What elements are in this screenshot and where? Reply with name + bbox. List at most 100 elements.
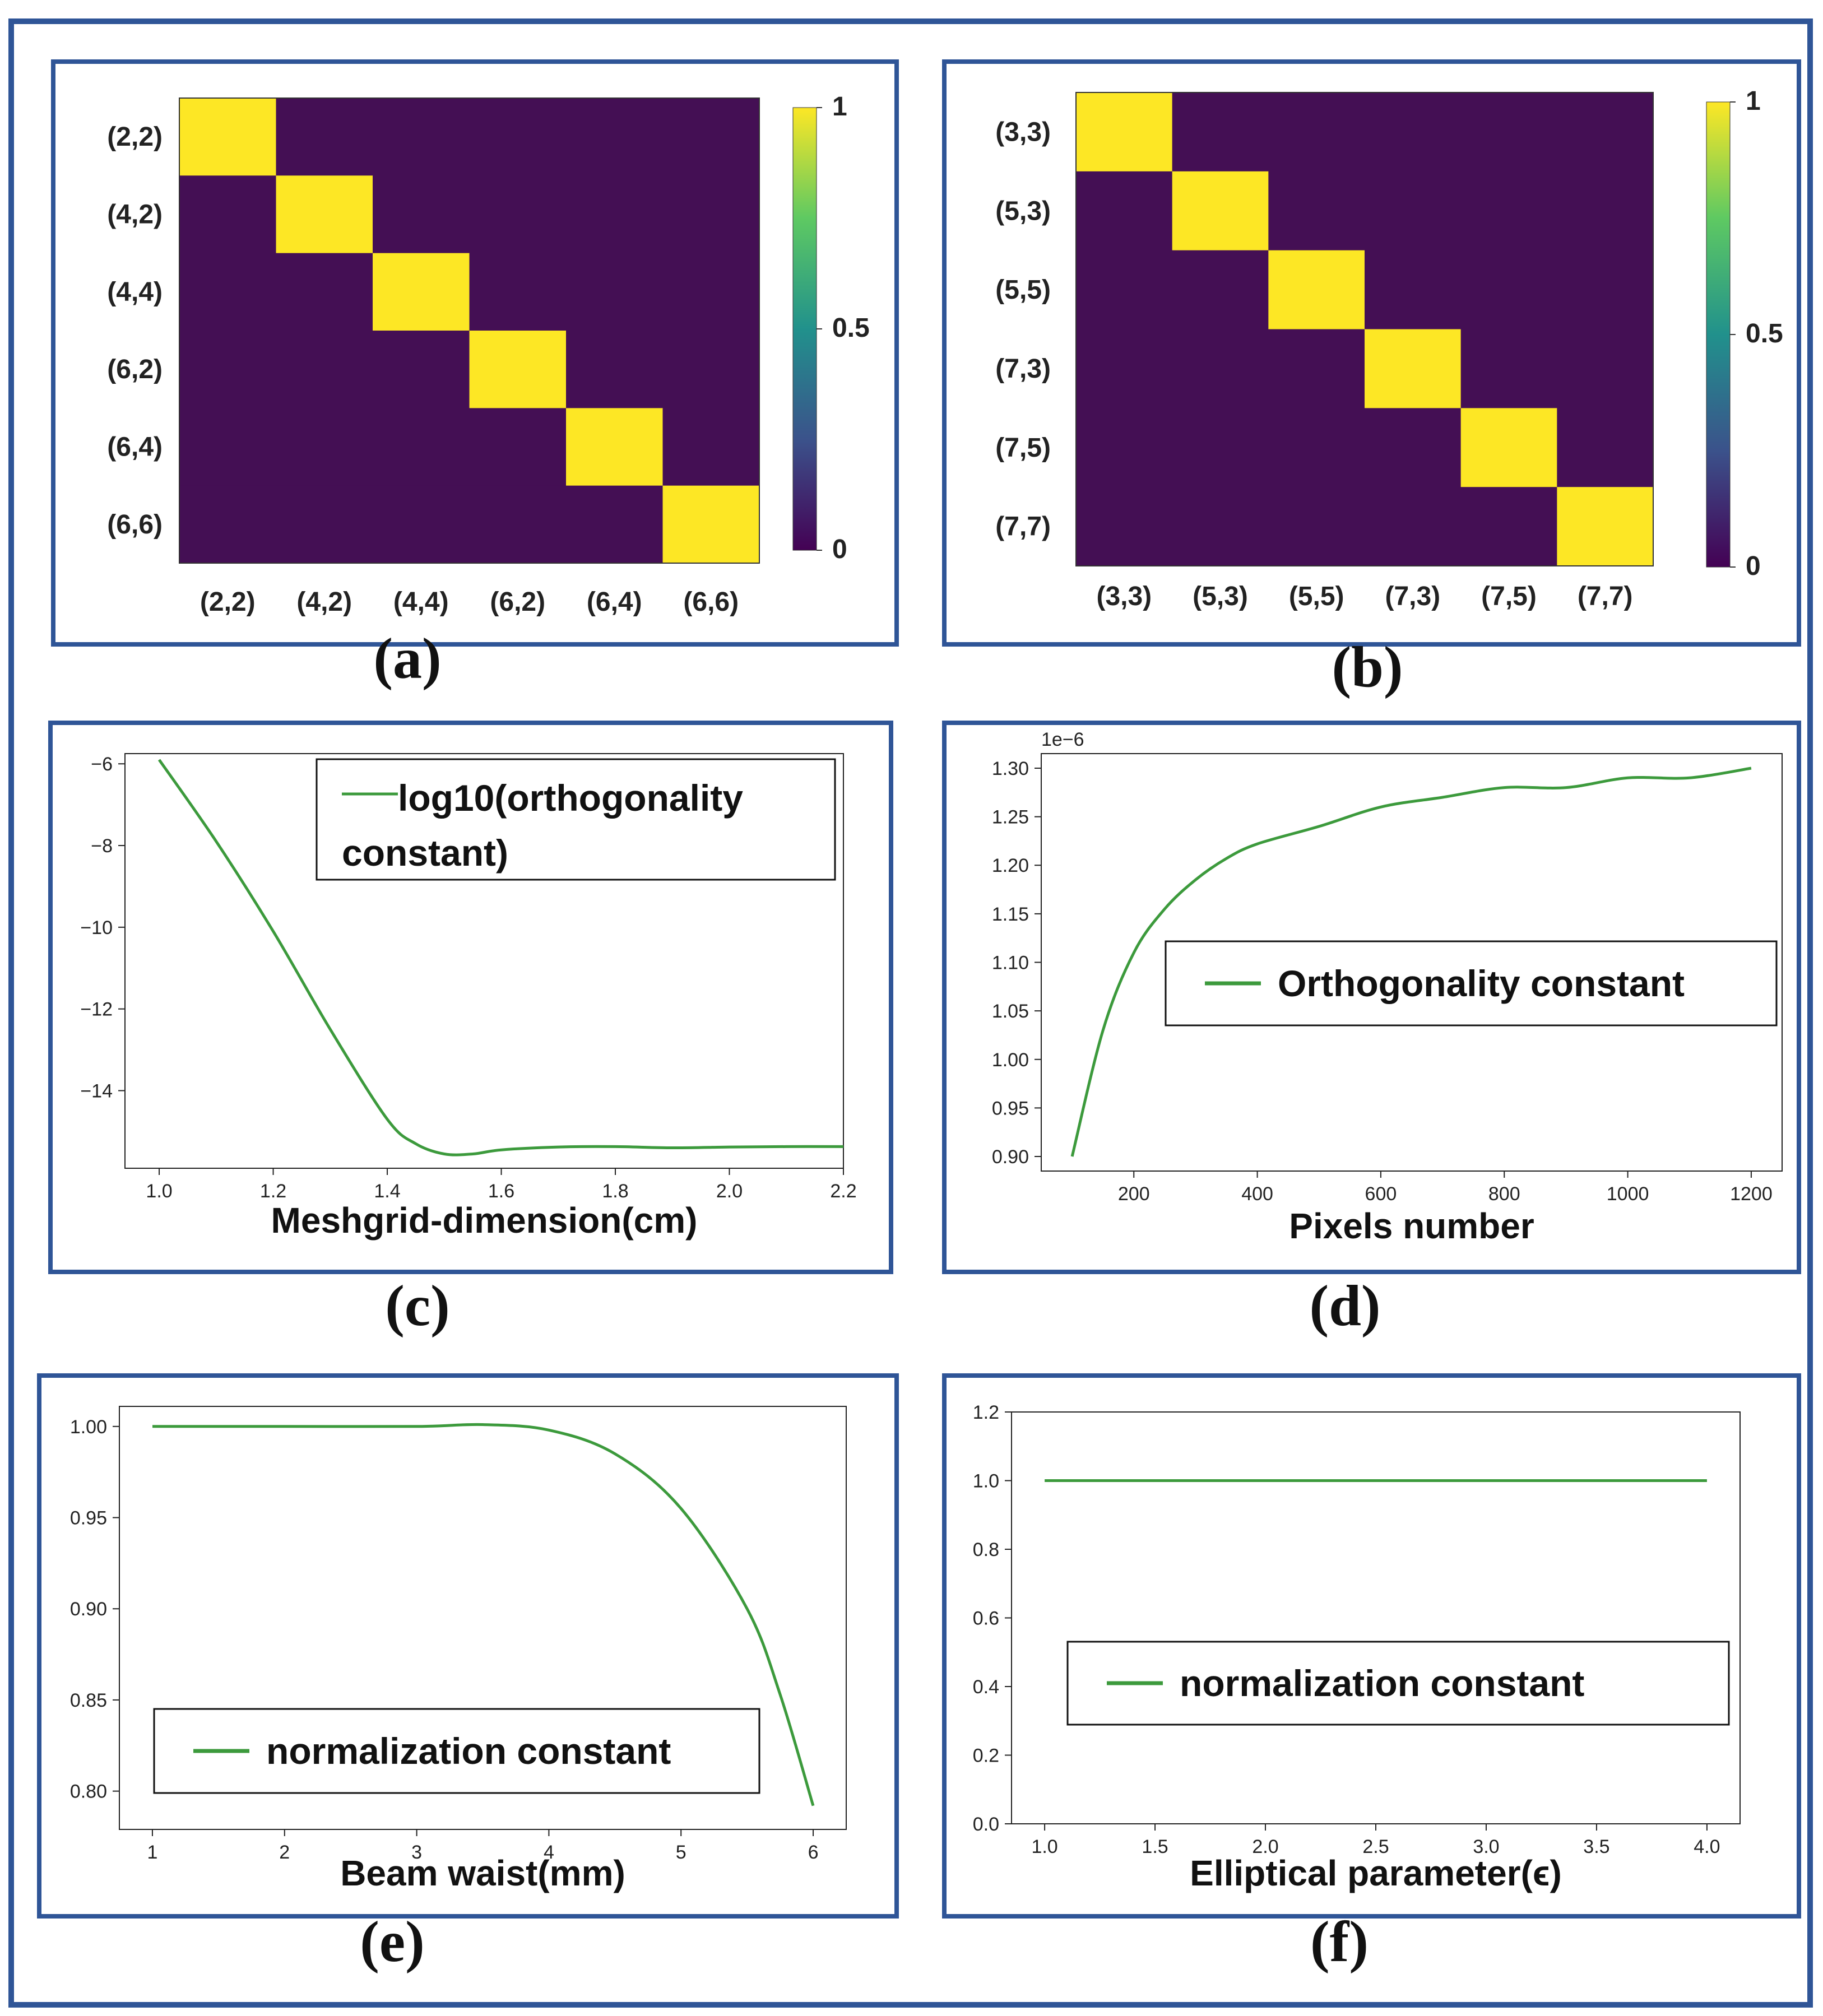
y-tick-label: 0.85 (70, 1690, 107, 1711)
legend-label: normalization constant (266, 1730, 671, 1772)
x-tick-label: 1.6 (488, 1181, 514, 1202)
heatmap-cell (1172, 171, 1269, 251)
heatmap-cell (373, 331, 470, 408)
colorbar-tick-label: 0.5 (832, 313, 870, 343)
panel-b: (b) (3,3) (5,3) (5,5) (7,3) (7,5) (7,7) (3,3) (5… (942, 59, 1801, 699)
x-axis-label: Elliptical parameter(ϵ) (1190, 1853, 1562, 1893)
heatmap-cell (276, 175, 373, 254)
heatmap-cell (1268, 92, 1365, 172)
heatmap-cell (1268, 408, 1365, 487)
col-tick-label: (4,2) (296, 587, 352, 617)
heatmap-cell (1460, 487, 1557, 566)
x-tick-label: 2.0 (716, 1181, 743, 1202)
panel-b-label: (b) (1332, 635, 1403, 699)
panel-e: (e) 1 2 3 4 5 6 0.80 0.85 0.90 0.95 1.00 Beam waist(… (37, 1373, 899, 1974)
x-tick-label: 1200 (1730, 1183, 1773, 1205)
plot-area (1011, 1411, 1741, 1824)
y-tick-label: 0.6 (973, 1608, 999, 1629)
x-tick-label: 4.0 (1694, 1836, 1720, 1857)
x-tick-label: 4 (544, 1842, 554, 1863)
row-tick-label: (7,3) (995, 354, 1051, 384)
y-tick-label: 1.10 (992, 953, 1029, 974)
x-axis-label: Meshgrid-dimension(cm) (271, 1200, 698, 1241)
series-line (1070, 767, 1752, 1157)
y-tick-label: 0.0 (973, 1814, 999, 1835)
x-tick-label: 1.2 (260, 1181, 286, 1202)
x-tick-label: 5 (676, 1842, 686, 1863)
heatmap-cell (1076, 250, 1173, 329)
heatmap-cell (566, 175, 663, 254)
y-tick-label: 0.90 (70, 1599, 107, 1620)
y-tick-label: 1.25 (992, 807, 1029, 828)
row-tick-label: (6,4) (107, 433, 163, 462)
row-tick-label: (4,4) (107, 277, 163, 307)
x-axis-label: Pixels number (1289, 1206, 1534, 1246)
panel-c: (c) 1.0 1.2 1.4 1.6 1.8 2.0 2.2 −6 −8 −10 −12 −14 Mes… (48, 721, 893, 1338)
y-tick-label: 1.2 (973, 1402, 999, 1423)
y-tick-label: 0.4 (973, 1676, 999, 1698)
col-tick-label: (6,4) (587, 587, 642, 617)
heatmap-cell (469, 253, 567, 331)
y-tick-label: 1.0 (973, 1471, 999, 1492)
row-tick-label: (6,6) (107, 510, 163, 540)
heatmap-cell (1172, 250, 1269, 329)
x-tick-label: 200 (1118, 1183, 1150, 1205)
x-tick-label: 1.5 (1142, 1836, 1168, 1857)
heatmap-cell (1365, 92, 1462, 172)
heatmap-cell (179, 408, 276, 486)
heatmap-cell (276, 253, 373, 331)
heatmap-cell (276, 331, 373, 408)
heatmap-cell (566, 98, 663, 176)
x-tick-label: 2.5 (1362, 1836, 1389, 1857)
heatmap-cell (1557, 329, 1654, 408)
colorbar (792, 107, 817, 551)
x-tick-label: 1.4 (374, 1181, 400, 1202)
colorbar-tick-label: 1 (832, 92, 847, 122)
heatmap-cell (1172, 408, 1269, 487)
heatmap-cell (1460, 408, 1557, 487)
heatmap-cell (1557, 408, 1654, 487)
panel-a: (a) (2,2) (4,2) (4,4) (6,2) (6,4) (6,6) (2,2) (4… (51, 59, 899, 691)
row-tick-label: (4,2) (107, 200, 163, 230)
heatmap-cell (1268, 171, 1365, 251)
heatmap-cell (1557, 171, 1654, 251)
heatmap-cell (373, 175, 470, 254)
panel-e-label: (e) (360, 1910, 424, 1974)
panel-c-label: (c) (385, 1274, 449, 1338)
heatmap-cell (373, 98, 470, 176)
heatmap-cell (566, 408, 663, 486)
heatmap-border (179, 97, 760, 564)
legend-box (1066, 1641, 1730, 1726)
x-tick-label: 400 (1241, 1183, 1273, 1205)
x-tick-label: 3 (411, 1842, 422, 1863)
y-tick-label: 1.15 (992, 904, 1029, 925)
legend-label: Orthogonality constant (1278, 963, 1685, 1004)
heatmap-cell (373, 253, 470, 331)
legend-box (1165, 940, 1778, 1026)
heatmap-cell (1557, 250, 1654, 329)
colorbar-tick-label: 0.5 (1746, 319, 1783, 349)
row-tick-label: (7,7) (995, 512, 1051, 542)
y-tick-label: −6 (91, 754, 113, 775)
heatmap-cell (373, 408, 470, 486)
col-tick-label: (7,3) (1385, 582, 1440, 611)
heatmap-cell (1460, 250, 1557, 329)
heatmap-cell (566, 485, 663, 564)
col-tick-label: (2,2) (200, 587, 256, 617)
heatmap-cell (469, 485, 567, 564)
y-tick-label: 0.95 (992, 1098, 1029, 1119)
heatmap-cell (1460, 171, 1557, 251)
heatmap-border (1075, 92, 1654, 566)
heatmap-cell (1365, 171, 1462, 251)
panel-d-label: (d) (1309, 1274, 1380, 1338)
panel-a-label: (a) (373, 626, 441, 691)
y-tick-label: 1.30 (992, 758, 1029, 779)
colorbar-tick-label: 1 (1746, 86, 1761, 116)
heatmap-cell (1172, 487, 1269, 566)
x-axis-label: Beam waist(mm) (340, 1853, 625, 1893)
col-tick-label: (6,2) (490, 587, 545, 617)
heatmap-cell (276, 485, 373, 564)
legend-box (316, 758, 836, 881)
heatmap-cell (662, 253, 760, 331)
legend-box (153, 1708, 760, 1794)
